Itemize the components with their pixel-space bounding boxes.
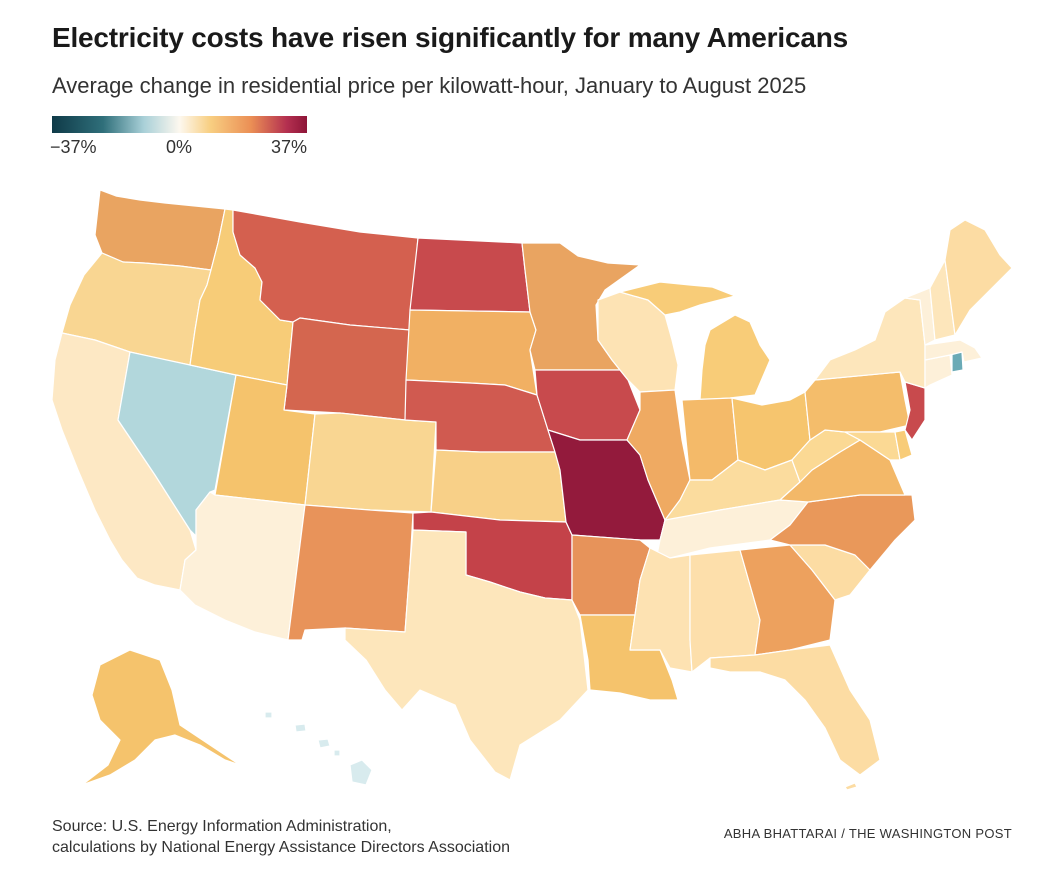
state-north-dakota[interactable] bbox=[409, 237, 531, 313]
state-rhode-island[interactable] bbox=[951, 351, 964, 373]
source-note: Source: U.S. Energy Information Administ… bbox=[52, 816, 510, 858]
state-new-mexico[interactable] bbox=[287, 504, 414, 641]
state-hawaii-islands[interactable] bbox=[264, 711, 341, 757]
state-alaska[interactable] bbox=[81, 649, 241, 786]
state-michigan[interactable] bbox=[699, 314, 771, 401]
state-massachusetts[interactable] bbox=[924, 339, 983, 363]
state-new-jersey[interactable] bbox=[904, 381, 926, 441]
state-michigan-upper[interactable] bbox=[619, 281, 736, 316]
state-pennsylvania[interactable] bbox=[804, 371, 911, 441]
state-delaware[interactable] bbox=[894, 429, 913, 461]
color-legend: −37% 0% 37% bbox=[50, 116, 307, 157]
chart-subtitle: Average change in residential price per … bbox=[52, 73, 807, 98]
state-colorado[interactable] bbox=[304, 412, 437, 513]
state-mississippi[interactable] bbox=[629, 547, 693, 673]
state-new-york[interactable] bbox=[814, 297, 926, 389]
state-florida-keys[interactable] bbox=[844, 782, 858, 791]
state-wyoming[interactable] bbox=[283, 317, 411, 421]
state-arizona[interactable] bbox=[179, 491, 306, 641]
chart-title: Electricity costs have risen significant… bbox=[52, 22, 848, 53]
state-maine[interactable] bbox=[944, 219, 1013, 336]
state-connecticut[interactable] bbox=[924, 354, 953, 389]
state-florida[interactable] bbox=[709, 644, 881, 776]
source-line-1: Source: U.S. Energy Information Administ… bbox=[52, 818, 392, 835]
state-north-carolina[interactable] bbox=[769, 494, 916, 571]
state-iowa[interactable] bbox=[534, 369, 641, 441]
legend-mid-label: 0% bbox=[166, 137, 193, 157]
state-hawaii[interactable] bbox=[349, 759, 373, 786]
state-texas[interactable] bbox=[344, 529, 589, 781]
legend-labels: −37% 0% 37% bbox=[50, 133, 307, 157]
legend-gradient-bar bbox=[52, 116, 307, 133]
state-kansas[interactable] bbox=[430, 449, 567, 523]
source-line-2: calculations by National Energy Assistan… bbox=[52, 839, 510, 856]
legend-max-label: 37% bbox=[270, 137, 307, 157]
state-vermont[interactable] bbox=[904, 287, 936, 346]
byline-credit: ABHA BHATTARAI / THE WASHINGTON POST bbox=[723, 826, 1012, 841]
legend-min-label: −37% bbox=[50, 137, 97, 157]
